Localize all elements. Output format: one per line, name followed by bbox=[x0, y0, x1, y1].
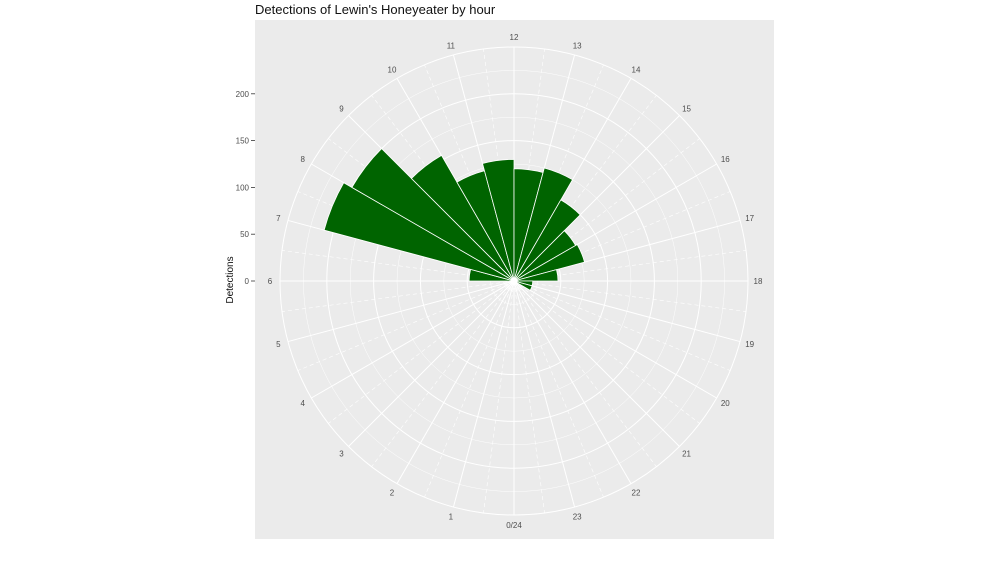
chart-title: Detections of Lewin's Honeyeater by hour bbox=[255, 2, 496, 17]
grid-spoke-minor bbox=[513, 280, 731, 371]
y-axis: 0 50 100 150 200 bbox=[236, 90, 255, 286]
grid-spoke-minor bbox=[371, 280, 515, 467]
grid-spoke bbox=[452, 280, 515, 508]
y-tick-label-100: 100 bbox=[236, 183, 250, 192]
bar-hour-16 bbox=[513, 243, 586, 282]
hour-label-20: 20 bbox=[721, 399, 730, 408]
grid-spoke bbox=[513, 280, 680, 447]
hour-label-10: 10 bbox=[388, 66, 397, 75]
hour-label-16: 16 bbox=[721, 155, 730, 164]
grid-spoke bbox=[311, 280, 515, 399]
hour-label-4: 4 bbox=[300, 399, 305, 408]
hour-label-12: 12 bbox=[510, 33, 519, 42]
bar-hour-14 bbox=[513, 199, 581, 282]
bar-hour-9 bbox=[410, 154, 515, 282]
hour-label-5: 5 bbox=[276, 340, 281, 349]
hour-label-14: 14 bbox=[632, 66, 641, 75]
bar-hour-17 bbox=[513, 269, 559, 282]
bar-hour-7 bbox=[323, 182, 515, 282]
grid-spoke bbox=[513, 280, 576, 508]
grid-spoke-minor bbox=[513, 280, 545, 514]
grid-spoke-minor bbox=[328, 280, 515, 424]
hour-label-22: 22 bbox=[632, 488, 641, 497]
hour-label-9: 9 bbox=[339, 104, 344, 113]
y-tick-label-150: 150 bbox=[236, 137, 250, 146]
hour-label-6: 6 bbox=[268, 277, 273, 286]
y-tick-label-50: 50 bbox=[240, 230, 249, 239]
bar-hour-19 bbox=[513, 280, 533, 291]
grid-spoke bbox=[348, 280, 515, 447]
hour-label-21: 21 bbox=[682, 450, 691, 459]
grid-spoke bbox=[513, 280, 717, 399]
grid-spoke-minor bbox=[281, 280, 515, 312]
hour-label-23: 23 bbox=[573, 513, 582, 522]
grid-spoke-minor bbox=[297, 280, 515, 371]
bar-hour-13 bbox=[513, 167, 574, 282]
grid-spoke-minor bbox=[483, 280, 515, 514]
y-tick-label-0: 0 bbox=[245, 277, 250, 286]
grid-spoke bbox=[396, 280, 515, 484]
bars-layer bbox=[323, 148, 586, 291]
hour-label-2: 2 bbox=[390, 488, 395, 497]
hour-label-13: 13 bbox=[573, 41, 582, 50]
grid-spoke-minor bbox=[513, 280, 604, 498]
hour-label-19: 19 bbox=[745, 340, 754, 349]
hour-label-0/24: 0/24 bbox=[506, 521, 522, 530]
hour-label-7: 7 bbox=[276, 214, 281, 223]
hour-label-8: 8 bbox=[300, 155, 305, 164]
grid-spoke-minor bbox=[513, 280, 700, 424]
grid-spoke bbox=[287, 280, 515, 343]
hour-label-15: 15 bbox=[682, 104, 691, 113]
hour-label-3: 3 bbox=[339, 450, 344, 459]
hour-label-11: 11 bbox=[447, 41, 456, 50]
hour-label-17: 17 bbox=[745, 214, 754, 223]
hour-labels: 0/24123456789101112131415161718192021222… bbox=[268, 33, 763, 530]
hour-label-18: 18 bbox=[754, 277, 763, 286]
grid-spoke-minor bbox=[424, 280, 515, 498]
bar-hour-11 bbox=[482, 158, 515, 282]
hour-label-1: 1 bbox=[449, 513, 454, 522]
grid-spoke bbox=[513, 280, 632, 484]
grid-spoke bbox=[513, 280, 741, 343]
y-axis-title: Detections bbox=[225, 256, 236, 303]
bar-hour-8 bbox=[351, 148, 515, 282]
y-tick-label-200: 200 bbox=[236, 90, 250, 99]
